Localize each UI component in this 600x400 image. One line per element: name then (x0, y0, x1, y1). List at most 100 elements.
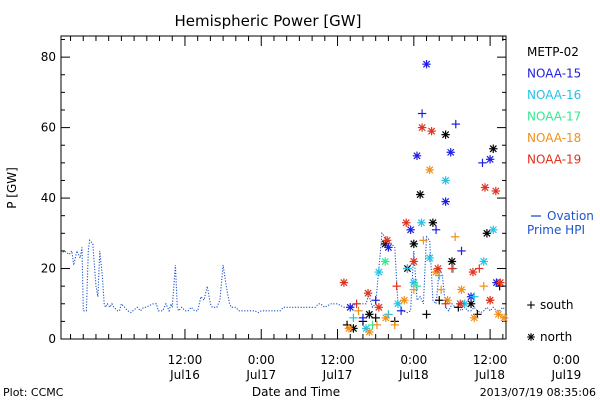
marker-metp-02-north (409, 239, 419, 249)
marker-noaa-16-north (489, 225, 498, 234)
marker-metp-02-south (342, 320, 352, 330)
marker-noaa-15-south (371, 296, 380, 305)
x-tick-label-day: Jul18 (474, 368, 505, 382)
marker-noaa-15-south (358, 313, 368, 323)
y-tick-label: 40 (41, 191, 56, 205)
x-tick-label-time: 0:00 (553, 353, 580, 367)
plot-frame (60, 35, 507, 340)
marker-noaa-16-north (479, 257, 488, 266)
marker-noaa-15-south (478, 158, 487, 168)
marker-noaa-19-north (417, 123, 427, 132)
marker-noaa-18-south (479, 281, 488, 291)
y-axis-label: P [GW] (5, 167, 19, 209)
marker-noaa-19-north (491, 186, 501, 196)
marker-metp-02-north (482, 229, 492, 238)
marker-metp-02-north (489, 144, 498, 153)
marker-noaa-18-north (344, 324, 354, 333)
marker-noaa-15-north (412, 151, 422, 160)
x-tick-label-day: Jul17 (322, 368, 353, 382)
marker-noaa-16-north (409, 278, 419, 287)
legend-item-noaa-18: NOAA-18 (527, 131, 581, 145)
x-tick-label-day: Jul19 (551, 368, 582, 382)
marker-noaa-15-north (346, 303, 355, 312)
x-tick-label-time: 0:00 (248, 353, 275, 367)
marker-noaa-19-north (433, 264, 443, 273)
marker-noaa-19-north (456, 299, 465, 308)
ovation-label-line2: Prime HPI (527, 223, 585, 237)
marker-noaa-15-south (396, 306, 406, 316)
marker-noaa-19-north (401, 218, 411, 227)
marker-noaa-16-north (425, 253, 434, 263)
marker-noaa-18-north (499, 313, 509, 323)
legend-item-noaa-17: NOAA-17 (527, 110, 581, 124)
y-tick-label: 0 (48, 332, 56, 346)
x-tick-label-time: 12:00 (168, 353, 203, 367)
legend-item-noaa-19: NOAA-19 (527, 153, 581, 167)
marker-noaa-18-north (457, 285, 466, 294)
legend-item-metp-02: METP-02 (527, 45, 579, 59)
x-tick-label-day: Jul18 (398, 368, 429, 382)
marker-noaa-15-north (446, 148, 455, 157)
ovation-legend: Ovation Prime HPI (527, 209, 594, 237)
marker-noaa-18-north (425, 165, 434, 175)
chart-title: Hemispheric Power [GW] (175, 12, 362, 30)
marker-noaa-18-south (354, 306, 363, 316)
marker-noaa-15-north (406, 225, 415, 234)
marker-noaa-18-north (381, 313, 391, 323)
marker-noaa-16-north (417, 218, 426, 227)
marker-legend-label-south: south (540, 298, 574, 312)
marker-noaa-19-north (339, 278, 349, 287)
y-tick-label: 80 (41, 50, 56, 64)
legend-item-noaa-16: NOAA-16 (527, 88, 581, 102)
ovation-series-line (60, 232, 507, 314)
marker-metp-02-north (466, 299, 476, 308)
x-tick-label-time: 12:00 (320, 353, 355, 367)
marker-noaa-16-south (349, 313, 358, 323)
legend-item-noaa-15: NOAA-15 (527, 67, 581, 81)
marker-noaa-15-north (384, 243, 393, 252)
marker-legend-symbol-north (527, 333, 535, 341)
marker-noaa-18-north (400, 296, 409, 305)
marker-metp-02-south (435, 296, 444, 305)
marker-legend-label-north: north (540, 330, 572, 344)
ovation-label-line1: Ovation (547, 209, 594, 223)
satellite-legend: METP-02 NOAA-15 NOAA-16 NOAA-17 NOAA-18 NOAA-… (527, 45, 581, 167)
x-tick-label-time: 12:00 (473, 353, 508, 367)
satellite-markers (339, 59, 509, 337)
marker-noaa-19-north (382, 236, 392, 245)
marker-noaa-18-south (409, 285, 419, 294)
marker-noaa-16-north (374, 267, 384, 277)
marker-metp-02-north (447, 257, 457, 266)
marker-metp-02-south (422, 310, 431, 319)
marker-noaa-19-north (485, 296, 495, 305)
footer-left: Plot: CCMC (3, 386, 64, 399)
marker-noaa-19-north (374, 303, 384, 312)
x-tick-label-time: 0:00 (400, 353, 427, 367)
marker-noaa-15-south (457, 246, 466, 256)
marker-noaa-15-south (431, 225, 441, 234)
marker-legend-symbol-south (527, 301, 535, 309)
x-axis: 12:00Jul160:00Jul1712:00Jul170:00Jul1812… (70, 36, 582, 382)
marker-noaa-16-north (441, 176, 450, 185)
footer-right: 2013/07/19 08:35:06 (480, 386, 596, 399)
marker-noaa-15-south (451, 119, 460, 129)
marker-noaa-19-north (468, 267, 478, 277)
marker-metp-02-south (371, 313, 380, 323)
y-tick-label: 20 (41, 262, 56, 276)
marker-noaa-19-south (447, 264, 457, 273)
x-tick-label-day: Jul16 (169, 368, 200, 382)
marker-noaa-15-north (422, 59, 431, 69)
marker-noaa-15-north (485, 155, 495, 164)
marker-metp-02-north (415, 190, 425, 199)
marker-noaa-19-north (363, 288, 373, 298)
marker-noaa-18-south (372, 320, 382, 330)
x-axis-label: Date and Time (252, 385, 340, 399)
marker-noaa-16-south (403, 264, 412, 273)
marker-noaa-18-north (470, 313, 479, 323)
series-layer (60, 59, 509, 337)
marker-noaa-18-south (450, 232, 460, 242)
marker-noaa-16-north (393, 299, 403, 308)
marker-noaa-18-north (494, 310, 503, 319)
marker-noaa-19-north (427, 126, 436, 136)
